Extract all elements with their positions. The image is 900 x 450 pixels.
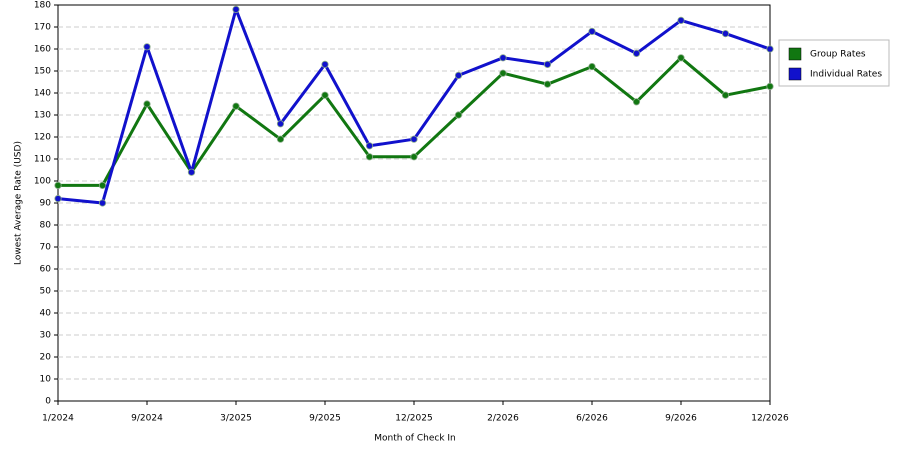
y-tick-label: 150	[34, 67, 51, 77]
data-point	[632, 98, 641, 106]
legend-label: Individual Rates	[810, 70, 882, 80]
x-tick-label: 1/2024	[42, 414, 74, 424]
data-point	[54, 181, 62, 189]
y-tick-label: 140	[34, 89, 51, 99]
legend-swatch	[788, 67, 802, 81]
data-point	[365, 142, 374, 150]
data-point	[677, 16, 685, 24]
data-point	[766, 45, 774, 53]
data-point	[143, 100, 151, 108]
y-tick-label: 90	[40, 199, 52, 209]
y-tick-label: 120	[34, 133, 51, 143]
x-tick-label: 2/2026	[487, 414, 519, 424]
data-point	[187, 168, 196, 176]
x-tick-label: 12/2026	[751, 414, 789, 424]
data-point	[632, 49, 641, 58]
x-tick-label: 9/2026	[665, 414, 697, 424]
x-tick-label: 6/2026	[576, 414, 608, 424]
data-point	[677, 54, 685, 62]
data-point	[321, 60, 329, 69]
y-tick-label: 30	[40, 331, 52, 341]
data-point	[232, 102, 240, 110]
y-tick-label: 80	[40, 221, 52, 231]
y-tick-label: 20	[40, 353, 52, 363]
data-point	[410, 135, 418, 143]
data-point	[499, 54, 507, 62]
x-tick-label: 12/2025	[395, 414, 432, 424]
data-point	[721, 29, 730, 38]
y-tick-label: 100	[34, 177, 51, 187]
y-tick-label: 60	[40, 265, 52, 275]
data-point	[365, 153, 374, 161]
data-point	[588, 27, 596, 35]
y-tick-label: 70	[40, 243, 52, 253]
y-tick-label: 0	[45, 397, 51, 407]
y-tick-label: 40	[40, 309, 52, 319]
y-tick-label: 110	[34, 155, 51, 165]
y-tick-label: 10	[40, 375, 52, 385]
data-point	[143, 43, 151, 51]
data-point	[588, 62, 596, 71]
data-point	[98, 199, 107, 207]
legend-swatch	[788, 47, 802, 61]
data-point	[499, 69, 507, 77]
data-point	[454, 71, 463, 80]
data-point	[721, 91, 730, 99]
legend-label: Group Rates	[810, 50, 866, 60]
data-point	[454, 111, 463, 119]
data-point	[98, 181, 107, 189]
y-tick-label: 170	[34, 23, 51, 33]
data-point	[276, 120, 285, 128]
x-tick-label: 9/2025	[309, 414, 341, 424]
data-point	[766, 82, 774, 91]
x-tick-label: 3/2025	[220, 414, 252, 424]
y-axis-label: Lowest Average Rate (USD)	[14, 141, 24, 265]
data-point	[543, 60, 552, 69]
data-point	[321, 91, 329, 99]
x-tick-label: 9/2024	[131, 414, 163, 424]
y-tick-label: 160	[34, 45, 51, 55]
data-point	[543, 80, 552, 88]
data-point	[410, 153, 418, 161]
y-tick-label: 130	[34, 111, 51, 121]
y-tick-label: 50	[40, 287, 52, 297]
data-point	[276, 135, 285, 143]
data-point	[54, 195, 62, 203]
data-point	[232, 5, 240, 13]
y-tick-label: 180	[34, 1, 51, 11]
x-axis-label: Month of Check In	[374, 434, 456, 444]
